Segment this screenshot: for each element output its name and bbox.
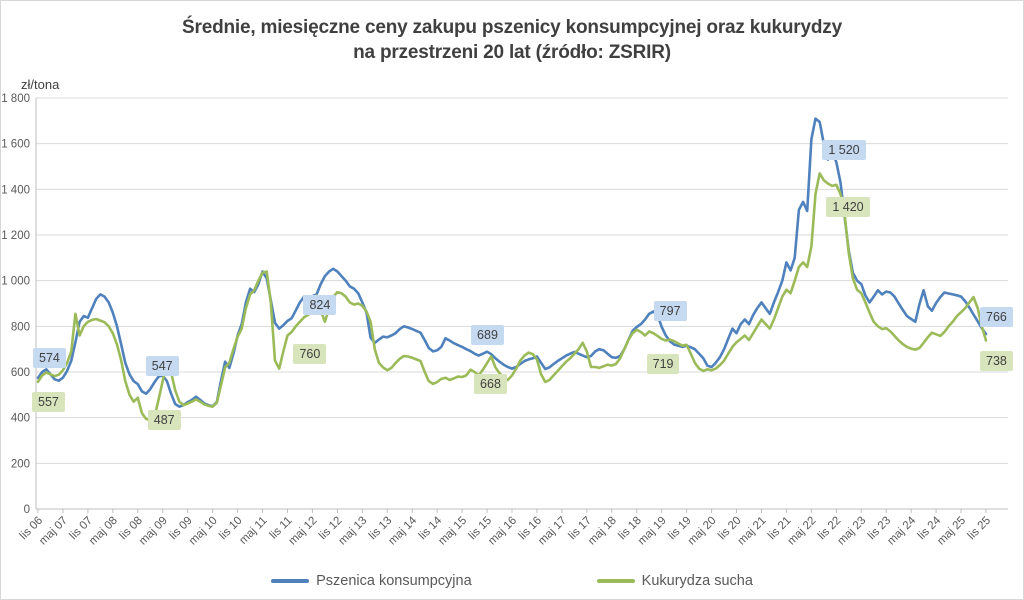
data-label-corn: 668 (474, 373, 507, 394)
legend-item-wheat[interactable]: Pszenica konsumpcyjna (271, 573, 472, 589)
x-tick-label: maj 07 (37, 515, 70, 548)
data-label-wheat: 824 (303, 294, 337, 315)
legend-label-wheat: Pszenica konsumpcyjna (316, 573, 472, 589)
data-label-wheat: 689 (471, 324, 504, 345)
y-tick-label: 1 000 (1, 276, 30, 288)
x-tick-label: maj 14 (386, 514, 419, 547)
data-label-corn: 760 (293, 344, 327, 365)
chart-subtitle: na przestrzeni 20 lat (źródło: ZSRIR) (353, 42, 671, 63)
x-tick-label: maj 13 (337, 515, 370, 548)
x-tick-label: maj 15 (436, 515, 469, 548)
x-tick-label: maj 23 (835, 515, 868, 548)
legend: Pszenica konsumpcyjna Kukurydza sucha (1, 573, 1023, 589)
x-tick-label: maj 22 (786, 515, 819, 548)
x-tick-label: maj 12 (287, 515, 320, 548)
x-tick-label: maj 18 (586, 515, 619, 548)
x-tick-label: maj 09 (137, 515, 170, 548)
x-tick-label: maj 21 (736, 515, 769, 548)
x-tick-label: maj 10 (187, 515, 220, 548)
wheat-series-line (36, 117, 988, 409)
data-label-wheat: 766 (980, 307, 1013, 328)
chart-title-block: Średnie, miesięczne ceny zakupu pszenicy… (1, 15, 1023, 65)
corn-line-swatch-icon (596, 578, 635, 584)
y-tick-label: 600 (11, 367, 30, 379)
data-label-corn: 719 (646, 353, 680, 374)
y-axis-unit-label: zł/tona (21, 77, 60, 92)
data-label-corn: 487 (147, 409, 181, 430)
y-tick-label: 1 400 (1, 184, 30, 196)
x-tick-label: maj 11 (237, 515, 269, 547)
y-tick-label: 400 (11, 413, 30, 425)
x-tick-label: lis 25 (966, 515, 993, 542)
legend-label-corn: Kukurydza sucha (641, 573, 753, 589)
data-label-corn: 738 (980, 351, 1013, 372)
x-tick-label: maj 25 (935, 515, 968, 548)
y-tick-label: 1 200 (1, 230, 30, 242)
x-tick-label: maj 08 (87, 515, 120, 548)
y-tick-label: 200 (11, 458, 30, 470)
x-tick-label: maj 24 (885, 514, 918, 547)
data-label-wheat: 547 (145, 356, 179, 377)
legend-item-corn[interactable]: Kukurydza sucha (596, 573, 753, 589)
data-label-wheat: 574 (33, 347, 66, 368)
data-label-corn: 1 420 (826, 196, 870, 217)
chart-title: Średnie, miesięczne ceny zakupu pszenicy… (182, 17, 842, 38)
data-label-wheat: 797 (653, 301, 687, 322)
y-tick-label: 800 (11, 321, 30, 333)
y-tick-label: 0 (24, 504, 30, 516)
data-label-corn: 557 (32, 391, 65, 412)
x-tick-label: maj 16 (486, 515, 519, 548)
y-tick-label: 1 600 (1, 139, 30, 151)
corn-series-line (36, 172, 988, 422)
x-tick-label: maj 20 (686, 515, 719, 548)
x-tick-label: maj 17 (536, 515, 569, 548)
data-label-wheat: 1 520 (822, 139, 866, 160)
y-tick-label: 1 800 (1, 93, 30, 105)
wheat-line-swatch-icon (271, 578, 310, 584)
x-tick-label: maj 19 (636, 515, 669, 548)
